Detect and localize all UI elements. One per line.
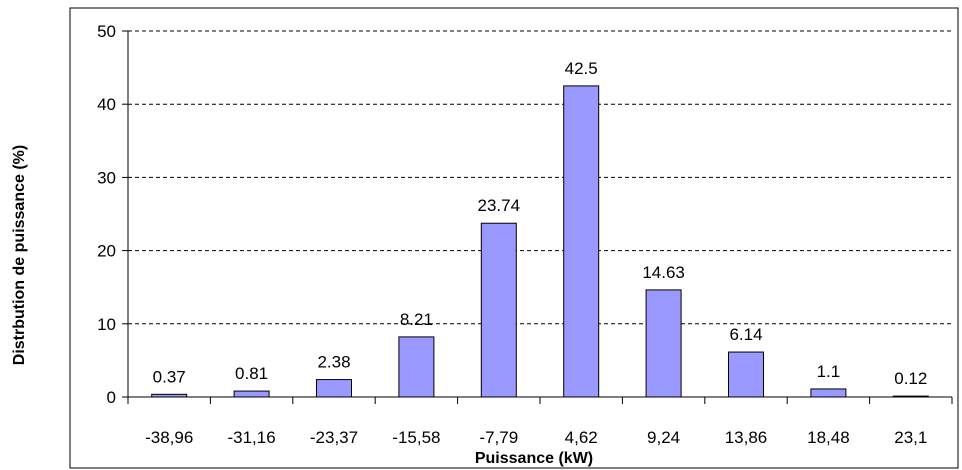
x-tick-label: 13,86	[725, 428, 768, 447]
bar	[728, 351, 764, 398]
y-tick-label: 30	[97, 168, 116, 187]
y-tick-label: 40	[97, 95, 116, 114]
data-label: 8.21	[400, 310, 433, 329]
labels: 0 10 20 30 40 50 -38,96 0.37 -31,16 0.81 -23,37 2.3…	[97, 22, 927, 447]
data-label: 6.14	[729, 325, 762, 344]
bar	[563, 85, 600, 398]
bar	[316, 379, 352, 398]
axes	[122, 30, 953, 404]
bar	[810, 388, 847, 398]
bar	[398, 336, 435, 398]
data-label: 0.81	[235, 364, 268, 383]
bar	[233, 390, 270, 398]
x-tick-label: 23,1	[894, 428, 927, 447]
data-label: 0.12	[894, 369, 927, 388]
bars	[151, 85, 929, 398]
y-axis-title: Distrbution de puissance (%)	[11, 145, 28, 365]
y-tick-label: 10	[97, 315, 116, 334]
data-label: 0.37	[153, 367, 186, 386]
data-label: 2.38	[317, 353, 350, 372]
x-tick-label: 18,48	[807, 428, 850, 447]
y-tick-label: 0	[107, 388, 116, 407]
data-label: 1.1	[817, 362, 841, 381]
x-tick-label: -15,58	[392, 428, 440, 447]
y-tick-label: 50	[97, 22, 116, 41]
x-tick-label: 4,62	[565, 428, 598, 447]
y-tick-label: 20	[97, 242, 116, 261]
bar	[645, 289, 682, 398]
x-tick-label: -31,16	[227, 428, 275, 447]
x-tick-label: -23,37	[310, 428, 358, 447]
data-label: 14.63	[642, 263, 685, 282]
x-tick-label: 9,24	[647, 428, 680, 447]
x-tick-label: -7,79	[479, 428, 518, 447]
data-label: 42.5	[565, 59, 598, 78]
data-label: 23.74	[478, 196, 521, 215]
x-tick-label: -38,96	[145, 428, 193, 447]
x-axis-title: Puissance (kW)	[475, 450, 593, 467]
bar	[480, 222, 517, 398]
grid-lines	[128, 30, 952, 325]
